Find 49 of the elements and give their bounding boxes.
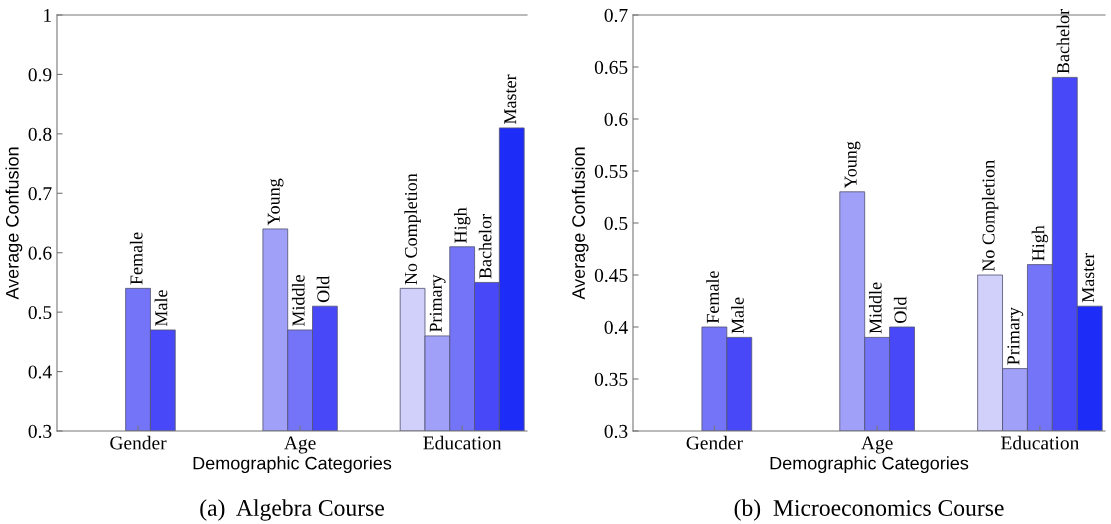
y-axis-title: Average Confusion <box>5 147 23 300</box>
y-tick-label: 0.45 <box>594 268 628 283</box>
y-tick-label: 0.6 <box>28 246 52 260</box>
data-label: Primary <box>1007 307 1024 365</box>
x-tick-label: Gender <box>686 435 743 450</box>
x-tick-label: Age <box>861 436 893 454</box>
y-tick-label: 0.3 <box>604 424 628 439</box>
data-label: Male <box>154 290 168 327</box>
text: (a) Algebra Course <box>200 499 384 521</box>
data-label: Middle <box>291 275 305 327</box>
data-label: Primary <box>429 274 446 333</box>
y-tick-label: 0.3 <box>28 424 52 439</box>
data-label: Young <box>844 141 861 189</box>
data-label: No Completion <box>981 160 999 272</box>
x-tick-label: Education <box>423 435 502 450</box>
data-label: Female <box>129 232 143 285</box>
data-label: High <box>453 207 471 243</box>
data-label: Bachelor <box>1056 9 1070 74</box>
y-tick-label: 0.5 <box>28 305 52 320</box>
data-label: Young <box>267 178 284 226</box>
y-tick-label: 0.35 <box>594 372 628 387</box>
y-tick-label: 0.4 <box>604 320 628 335</box>
data-label: No Completion <box>404 173 421 285</box>
x-tick-label: Gender <box>110 435 167 450</box>
data-label: Old <box>893 296 907 323</box>
text: (b) Microeconomics Course <box>734 499 1004 521</box>
y-tick-label: 0.4 <box>28 365 52 379</box>
data-label: Male <box>731 297 744 334</box>
y-tick-label: 1 <box>44 8 51 22</box>
y-tick-label: 0.65 <box>594 60 628 75</box>
data-label: Master <box>504 74 517 125</box>
y-tick-label: 0.7 <box>604 8 628 23</box>
x-axis-title: Demographic Categories <box>193 456 392 474</box>
y-axis-title: Average Confusion <box>571 147 589 300</box>
y-tick-label: 0.7 <box>28 187 52 201</box>
x-axis-title: Demographic Categories <box>770 456 969 474</box>
data-label: Female <box>706 271 719 324</box>
y-tick-label: 0.9 <box>28 68 52 82</box>
data-label: Middle <box>868 282 882 334</box>
data-label: Old <box>316 276 330 303</box>
y-tick-label: 0.5 <box>604 216 628 231</box>
data-label: Bachelor <box>478 214 492 279</box>
y-tick-label: 0.55 <box>594 164 628 179</box>
data-label: High <box>1031 225 1049 261</box>
y-tick-label: 0.6 <box>604 112 628 127</box>
y-tick-label: 0.8 <box>28 127 52 141</box>
x-tick-label: Education <box>1001 435 1080 450</box>
data-label: Master <box>1082 252 1095 303</box>
x-tick-label: Age <box>284 436 316 454</box>
